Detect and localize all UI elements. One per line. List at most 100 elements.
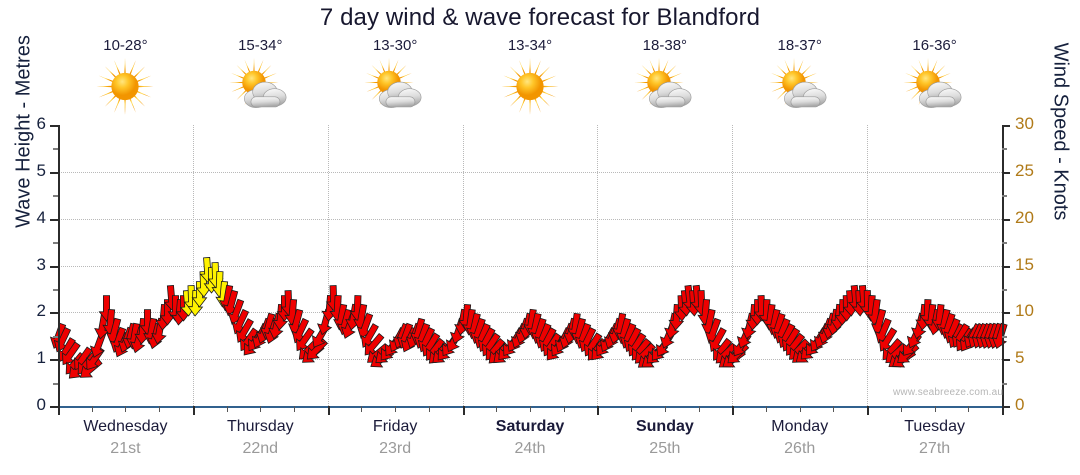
cloud-icon xyxy=(243,80,287,115)
x-label-sunday: Sunday 25th xyxy=(597,416,732,472)
watermark: www.seabreeze.com.au xyxy=(893,387,1004,398)
day-temperature-range: 13-30° xyxy=(372,37,418,54)
right-axis-tick xyxy=(1002,125,1010,127)
left-axis-tick xyxy=(50,406,58,408)
x-axis-day-tick xyxy=(327,406,330,415)
x-axis-day-tick xyxy=(1002,406,1004,415)
day-header-saturday: 13-34° xyxy=(463,38,598,126)
day-name: Friday xyxy=(372,418,418,435)
right-axis-tick xyxy=(1002,265,1010,268)
x-axis-day-tick xyxy=(867,406,870,415)
day-temperature-range: 18-38° xyxy=(642,37,688,54)
day-temperature-range: 13-34° xyxy=(507,37,553,54)
day-date: 21st xyxy=(110,440,141,457)
x-axis-minor-tick xyxy=(496,406,498,412)
right-axis-tick-label: 10 xyxy=(1015,301,1034,321)
x-label-wednesday: Wednesday 21st xyxy=(58,416,193,472)
x-label-saturday: Saturday 24th xyxy=(463,416,598,472)
x-axis-day-tick xyxy=(462,406,465,415)
day-name: Sunday xyxy=(635,418,694,435)
right-axis-tick-label: 0 xyxy=(1015,395,1025,414)
x-axis-minor-tick xyxy=(125,406,127,412)
right-axis-tick-label: 30 xyxy=(1015,114,1034,133)
right-axis-minor-tick xyxy=(1002,288,1007,291)
day-temperature-range: 18-37° xyxy=(777,37,822,54)
day-name: Tuesday xyxy=(904,418,965,435)
x-axis-minor-tick xyxy=(563,406,565,412)
day-temperature-range: 16-36° xyxy=(912,37,957,54)
day-separator-gridline xyxy=(867,125,869,406)
right-axis-tick-label: 25 xyxy=(1015,160,1034,180)
x-axis-minor-tick xyxy=(361,406,363,412)
right-axis-tick xyxy=(1002,171,1010,174)
day-header-thursday: 15-34° xyxy=(193,38,328,126)
right-axis-tick xyxy=(1002,312,1010,315)
x-axis-minor-tick xyxy=(799,406,801,412)
left-axis-tick-label: 4 xyxy=(36,207,46,227)
left-axis-tick-label: 2 xyxy=(36,301,46,321)
wind-arrow xyxy=(191,280,208,308)
left-axis-tick xyxy=(50,359,58,362)
left-axis-minor-tick xyxy=(53,335,58,338)
sunny-icon xyxy=(499,58,561,120)
left-axis-tick xyxy=(50,171,58,174)
x-axis-day-tick xyxy=(732,406,735,415)
day-name: Wednesday xyxy=(83,418,168,435)
day-date: 24th xyxy=(514,440,546,457)
day-header-monday: 18-37° xyxy=(732,38,867,126)
day-header-wednesday: 10-28° xyxy=(58,38,193,126)
cloud-icon xyxy=(783,80,827,115)
x-axis-minor-tick xyxy=(530,406,531,412)
horizontal-gridline xyxy=(58,265,1002,267)
right-axis-tick xyxy=(1002,406,1010,408)
x-axis-minor-tick xyxy=(91,406,93,412)
right-axis-title: Wind Speed - Knots xyxy=(1049,42,1072,221)
x-axis-minor-tick xyxy=(664,406,666,412)
page-title: 7 day wind & wave forecast for Blandford xyxy=(319,4,761,31)
day-temperature-range: 10-28° xyxy=(103,37,148,54)
left-axis-tick-label: 1 xyxy=(36,348,46,368)
left-axis-tick xyxy=(50,265,58,268)
left-axis-minor-tick xyxy=(53,242,58,245)
day-date: 27th xyxy=(919,440,951,457)
left-axis-tick xyxy=(50,312,58,315)
day-separator-gridline xyxy=(462,125,464,406)
day-name: Monday xyxy=(771,418,829,435)
left-axis-tick-label: 3 xyxy=(36,254,46,274)
horizontal-gridline xyxy=(58,171,1002,173)
x-axis-minor-tick xyxy=(631,406,633,412)
x-axis-day-tick xyxy=(192,406,195,415)
partly-cloudy-icon xyxy=(229,58,291,120)
left-axis-tick-label: 6 xyxy=(36,114,46,133)
x-axis-minor-tick xyxy=(934,406,936,412)
x-axis-minor-tick xyxy=(294,406,295,412)
left-axis-minor-tick xyxy=(53,195,58,198)
cloud-icon xyxy=(918,80,962,115)
left-axis-tick-label: 5 xyxy=(36,160,46,180)
right-axis-tick-label: 5 xyxy=(1015,348,1025,368)
left-axis-tick xyxy=(50,218,58,221)
x-label-monday: Monday 26th xyxy=(732,416,867,472)
day-separator-gridline xyxy=(327,125,329,406)
x-axis-minor-tick xyxy=(900,406,902,412)
right-axis-minor-tick xyxy=(1002,335,1007,338)
day-header-tuesday: 16-36° xyxy=(867,38,1002,126)
day-header-sunday: 18-38° xyxy=(597,38,732,126)
x-label-tuesday: Tuesday 27th xyxy=(867,416,1002,472)
day-date: 25th xyxy=(649,440,681,457)
x-axis-minor-tick xyxy=(698,406,700,412)
partly-cloudy-icon xyxy=(903,58,966,120)
x-axis-minor-tick xyxy=(159,406,161,412)
day-header-friday: 13-30° xyxy=(328,38,463,126)
right-axis-tick-label: 15 xyxy=(1015,254,1034,274)
left-axis-spine xyxy=(58,125,60,406)
day-date: 22nd xyxy=(242,440,279,457)
sunny-icon xyxy=(94,58,156,120)
sun-icon xyxy=(501,58,559,121)
x-axis-minor-tick xyxy=(395,406,397,412)
wind-arrow xyxy=(187,290,204,317)
right-axis-tick xyxy=(1002,359,1010,362)
horizontal-gridline xyxy=(58,218,1002,220)
x-axis-minor-tick xyxy=(766,406,767,412)
